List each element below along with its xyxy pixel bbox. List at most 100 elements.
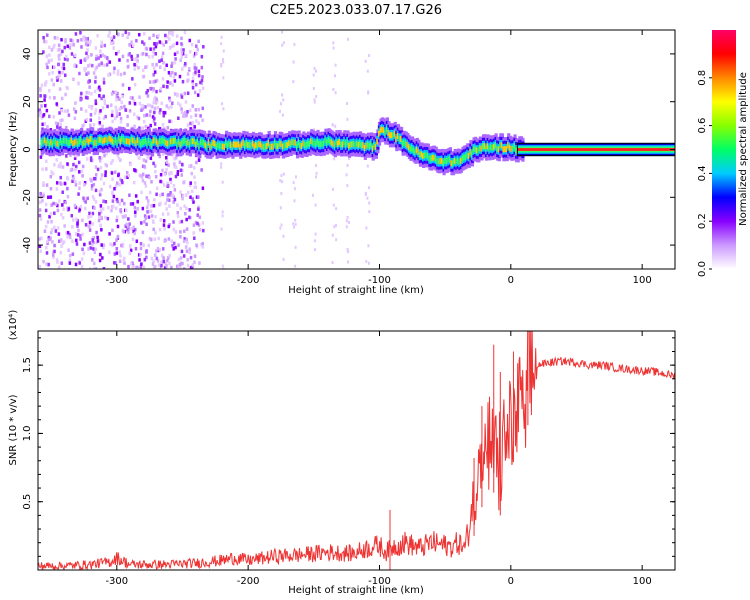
noise-pixel	[98, 192, 102, 197]
noise-pixel	[142, 42, 146, 46]
noise-pixel	[144, 105, 147, 109]
noise-pixel	[138, 101, 142, 106]
noise-pixel	[59, 79, 63, 83]
noise-pixel	[104, 199, 108, 204]
noise-pixel	[332, 87, 335, 91]
noise-pixel	[197, 158, 201, 162]
noise-pixel	[128, 251, 132, 255]
noise-pixel	[124, 30, 128, 35]
noise-pixel	[150, 256, 154, 261]
noise-pixel	[137, 66, 140, 70]
noise-pixel	[222, 60, 225, 64]
noise-pixel	[46, 239, 49, 244]
noise-pixel	[197, 205, 200, 210]
noise-pixel	[178, 160, 182, 164]
noise-pixel	[134, 227, 137, 232]
noise-pixel	[347, 260, 350, 264]
noise-pixel	[66, 234, 69, 239]
noise-pixel	[57, 265, 61, 269]
noise-pixel	[163, 172, 167, 177]
noise-pixel	[294, 264, 297, 268]
noise-pixel	[104, 215, 107, 220]
noise-pixel	[134, 57, 137, 62]
noise-pixel	[188, 49, 192, 54]
noise-pixel	[200, 242, 203, 247]
noise-pixel	[201, 75, 204, 79]
noise-pixel	[171, 152, 174, 157]
noise-pixel	[184, 211, 187, 216]
noise-pixel	[72, 77, 75, 81]
noise-pixel	[92, 197, 96, 201]
noise-pixel	[183, 110, 187, 115]
noise-pixel	[142, 158, 146, 162]
noise-pixel	[154, 231, 157, 235]
x-tick-label: 100	[633, 275, 652, 286]
noise-pixel	[110, 113, 114, 118]
y-tick-label: 0	[22, 146, 33, 152]
noise-pixel	[130, 261, 133, 266]
noise-pixel	[42, 183, 45, 187]
noise-pixel	[166, 35, 170, 39]
noise-pixel	[46, 220, 50, 224]
noise-pixel	[123, 104, 126, 109]
noise-pixel	[56, 78, 59, 82]
noise-pixel	[201, 245, 205, 249]
noise-pixel	[143, 32, 146, 36]
noise-pixel	[38, 237, 41, 241]
noise-pixel	[188, 250, 191, 255]
noise-pixel	[201, 221, 205, 225]
noise-pixel	[76, 222, 79, 226]
noise-pixel	[57, 232, 61, 236]
noise-pixel	[43, 121, 47, 126]
noise-pixel	[120, 179, 124, 183]
noise-pixel	[186, 123, 190, 127]
noise-pixel	[94, 75, 97, 80]
noise-pixel	[74, 183, 78, 187]
noise-pixel	[133, 205, 137, 210]
noise-pixel	[50, 170, 53, 174]
noise-pixel	[129, 248, 133, 253]
noise-pixel	[57, 53, 61, 58]
noise-pixel	[47, 262, 50, 267]
noise-pixel	[118, 250, 121, 254]
noise-pixel	[333, 157, 336, 161]
noise-pixel	[92, 182, 96, 187]
noise-pixel	[178, 220, 182, 225]
noise-pixel	[88, 220, 92, 225]
noise-pixel	[345, 173, 348, 177]
noise-pixel	[52, 115, 56, 119]
noise-pixel	[164, 201, 167, 206]
noise-pixel	[94, 267, 98, 269]
noise-pixel	[144, 216, 148, 220]
noise-pixel	[171, 83, 174, 87]
noise-pixel	[170, 64, 173, 69]
noise-pixel	[115, 206, 118, 211]
noise-pixel	[114, 90, 118, 94]
noise-pixel	[188, 38, 192, 43]
noise-pixel	[47, 72, 51, 76]
noise-pixel	[196, 195, 200, 199]
noise-pixel	[198, 227, 202, 232]
noise-pixel	[56, 260, 59, 264]
noise-pixel	[61, 203, 64, 207]
noise-pixel	[96, 33, 99, 38]
noise-pixel	[70, 213, 74, 218]
noise-pixel	[145, 222, 148, 227]
noise-pixel	[187, 190, 190, 195]
noise-pixel	[38, 244, 42, 249]
noise-pixel	[194, 82, 198, 87]
noise-pixel	[180, 261, 183, 266]
noise-pixel	[315, 175, 318, 179]
noise-pixel	[143, 257, 147, 262]
noise-pixel	[40, 104, 43, 108]
noise-pixel	[222, 107, 225, 111]
noise-pixel	[146, 88, 149, 93]
noise-pixel	[145, 174, 148, 178]
noise-pixel	[84, 223, 88, 227]
noise-pixel	[43, 229, 47, 233]
noise-pixel	[333, 225, 336, 229]
noise-pixel	[134, 194, 138, 198]
noise-pixel	[184, 61, 187, 66]
noise-pixel	[167, 37, 171, 41]
